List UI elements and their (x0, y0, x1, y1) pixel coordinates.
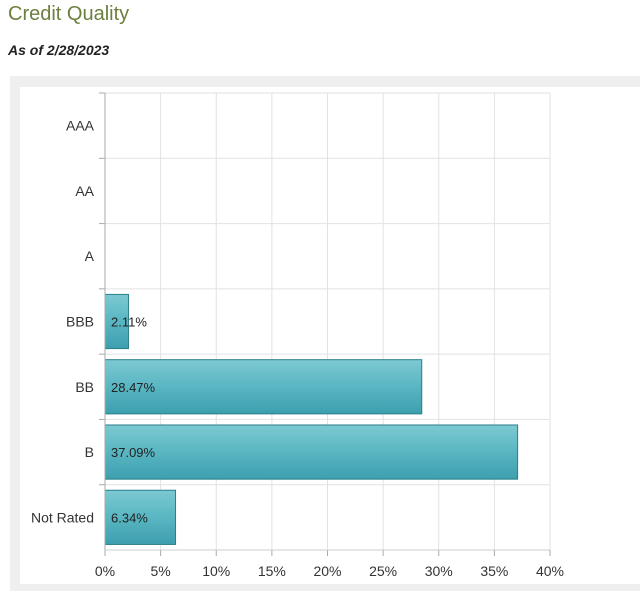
bar (104, 359, 423, 415)
x-tick-label: 5% (151, 563, 171, 579)
data-label: 28.47% (111, 380, 156, 395)
x-tick-label: 35% (480, 563, 508, 579)
category-label: B (85, 444, 94, 460)
category-label: BB (75, 379, 94, 395)
x-tick-label: 20% (313, 563, 341, 579)
x-tick-label: 30% (425, 563, 453, 579)
x-tick-label: 0% (95, 563, 115, 579)
data-label: 6.34% (111, 510, 148, 525)
x-tick-label: 15% (258, 563, 286, 579)
category-label: AA (75, 183, 94, 199)
x-tick-label: 40% (536, 563, 564, 579)
x-tick-label: 25% (369, 563, 397, 579)
bar (104, 424, 519, 480)
chart-title: Credit Quality (8, 3, 130, 25)
data-label: 37.09% (111, 445, 156, 460)
category-label: BBB (66, 314, 94, 330)
category-label: A (85, 248, 95, 264)
data-label: 2.11% (111, 315, 147, 330)
x-tick-label: 10% (202, 563, 230, 579)
bar (104, 489, 177, 545)
category-label: Not Rated (31, 509, 94, 525)
category-label: AAA (66, 118, 95, 134)
as-of-date: As of 2/28/2023 (8, 42, 110, 58)
